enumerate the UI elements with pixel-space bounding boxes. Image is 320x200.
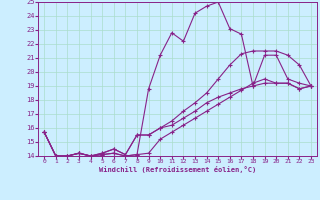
X-axis label: Windchill (Refroidissement éolien,°C): Windchill (Refroidissement éolien,°C) (99, 166, 256, 173)
